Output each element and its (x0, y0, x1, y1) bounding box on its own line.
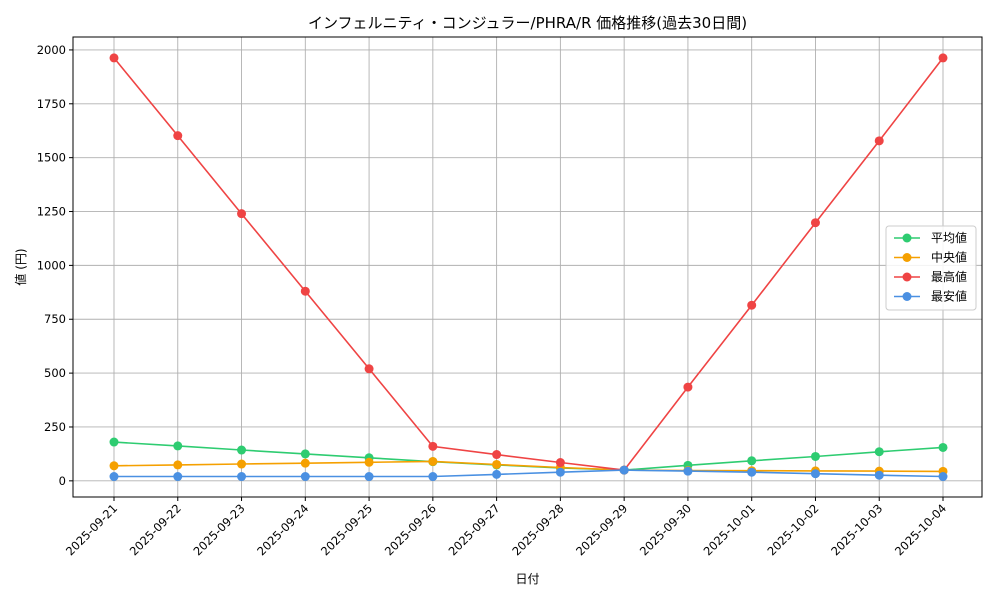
data-point (173, 460, 183, 470)
data-point (173, 441, 183, 451)
series-3 (109, 465, 948, 482)
legend-label: 中央値 (931, 250, 967, 265)
data-point (364, 457, 374, 467)
data-point (109, 461, 119, 471)
legend-label: 最安値 (931, 289, 967, 304)
y-tick-label: 1250 (37, 205, 66, 219)
legend-item: 最安値 (894, 289, 967, 304)
data-point (555, 467, 565, 477)
data-point (237, 459, 247, 469)
data-point (747, 467, 757, 477)
data-point (874, 136, 884, 146)
legend-marker (902, 272, 912, 282)
data-point (428, 472, 438, 482)
data-point (428, 441, 438, 451)
series-layer (109, 53, 948, 482)
y-tick-label: 750 (44, 312, 66, 326)
data-point (109, 472, 119, 482)
data-point (938, 472, 948, 482)
data-point (237, 445, 247, 455)
data-point (683, 382, 693, 392)
legend-marker (902, 233, 912, 243)
legend-item: 最高値 (894, 269, 967, 284)
data-point (874, 447, 884, 457)
data-point (428, 456, 438, 466)
data-point (810, 218, 820, 228)
data-point (874, 470, 884, 480)
data-point (173, 472, 183, 482)
y-tick-label: 0 (59, 474, 66, 488)
y-tick-label: 2000 (37, 43, 66, 57)
data-point (173, 131, 183, 141)
data-point (237, 472, 247, 482)
data-point (938, 53, 948, 63)
data-point (364, 472, 374, 482)
data-point (300, 286, 310, 296)
data-point (300, 449, 310, 459)
data-point (300, 458, 310, 468)
y-tick-label: 250 (44, 420, 66, 434)
data-point (938, 442, 948, 452)
legend-marker (902, 292, 912, 301)
legend-item: 中央値 (894, 250, 967, 265)
y-tick-label: 1750 (37, 97, 66, 111)
data-point (300, 472, 310, 482)
y-axis: 0 250 500 750 1000 1250 1500 1750 2000 (37, 43, 73, 488)
series-line (113, 57, 944, 471)
series-line (113, 460, 944, 473)
y-axis-label: 値 (円) (13, 248, 28, 285)
data-point (683, 466, 693, 476)
data-point (492, 469, 502, 479)
data-point (364, 364, 374, 374)
data-point (555, 458, 565, 468)
y-tick-label: 500 (44, 366, 66, 380)
legend-label: 平均値 (931, 230, 967, 245)
data-point (810, 451, 820, 461)
data-point (619, 465, 629, 475)
chart-title: インフェルニティ・コンジュラー/PHRA/R 価格推移(過去30日間) (308, 14, 747, 32)
y-tick-label: 1000 (37, 258, 66, 272)
grid (73, 37, 982, 497)
legend-item: 平均値 (894, 230, 967, 245)
data-point (810, 469, 820, 479)
data-point (747, 456, 757, 466)
plot-frame (72, 36, 983, 498)
legend-marker (902, 253, 912, 262)
data-point (109, 53, 119, 63)
data-point (492, 459, 502, 469)
series-line (114, 469, 944, 478)
data-point (492, 450, 502, 460)
data-point (237, 209, 247, 219)
x-axis-label: 日付 (515, 572, 539, 586)
data-point (109, 437, 119, 447)
y-tick-label: 1500 (37, 151, 66, 165)
data-point (747, 300, 757, 310)
legend-label: 最高値 (931, 269, 967, 284)
legend-box (885, 225, 977, 311)
